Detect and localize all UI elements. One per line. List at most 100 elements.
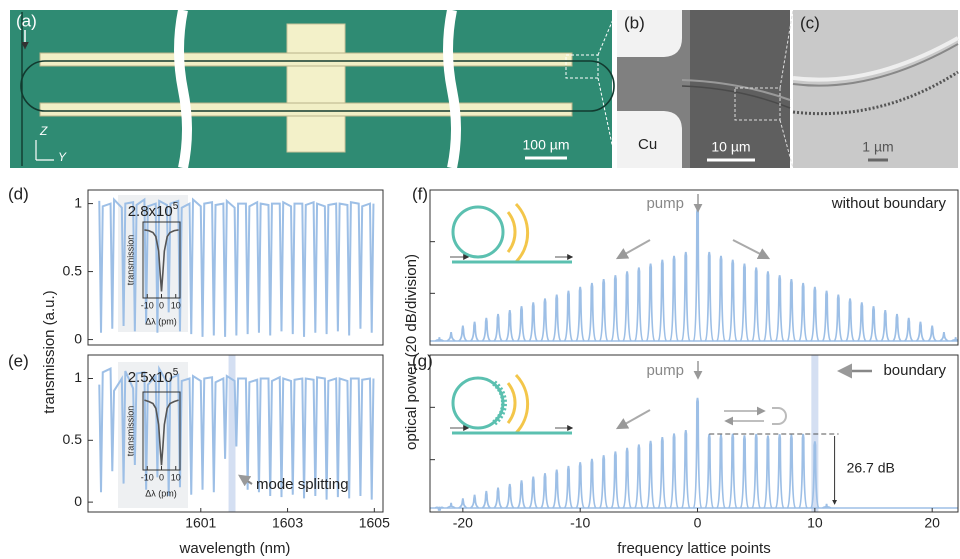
axes-frame <box>429 354 959 513</box>
image-a: Z Y 100 µm (a) <box>10 9 618 170</box>
comb-line <box>927 325 937 342</box>
x-tick-label: 0 <box>159 472 164 482</box>
comb-line <box>751 267 761 342</box>
comb-line <box>716 434 726 509</box>
x-tick-label: 10 <box>171 472 181 482</box>
comb-line <box>821 290 832 342</box>
comb-line <box>845 298 855 342</box>
comb-line <box>904 317 914 342</box>
x-tick-label: 1605 <box>359 515 390 531</box>
spectrum-line <box>144 229 179 292</box>
comb-line <box>739 263 750 342</box>
spectrum-line <box>144 399 179 466</box>
spectrum-line <box>98 364 375 500</box>
x-tick-label: 10 <box>807 515 823 531</box>
panel-label: (e) <box>8 351 29 370</box>
x-axis-label: frequency lattice points <box>617 540 770 557</box>
comb-line <box>786 434 797 509</box>
comb-line <box>727 433 738 509</box>
comb-line <box>692 207 703 342</box>
comb-line <box>798 433 808 509</box>
comb-line <box>704 433 715 509</box>
x-tick-label: -20 <box>453 515 473 531</box>
plot-area <box>98 355 375 512</box>
comb-line <box>598 455 609 509</box>
y-tick-label: 1 <box>74 194 82 210</box>
x-tick-label: 0 <box>159 300 164 310</box>
plot-area <box>430 355 958 512</box>
comb-line <box>551 294 562 342</box>
comb-line <box>727 259 738 342</box>
axes-frame <box>87 189 384 346</box>
comb-line <box>598 278 609 342</box>
panel-label: (a) <box>16 11 37 30</box>
y-tick-label: 1 <box>74 369 82 385</box>
comb-line <box>481 317 491 342</box>
comb-line <box>505 483 515 509</box>
material-label: Cu <box>638 136 657 153</box>
comb-line <box>657 259 668 342</box>
comb-line <box>798 282 808 342</box>
comb-line <box>634 444 644 509</box>
x-tick-label: -10 <box>141 300 154 310</box>
comb-line <box>751 433 761 509</box>
pump-label: pump <box>646 362 684 379</box>
x-tick-label: 1603 <box>272 515 303 531</box>
comb-line <box>446 502 456 509</box>
image-c: 1 µm (c) <box>792 10 959 168</box>
comb-line <box>774 275 785 342</box>
comb-line <box>645 440 656 509</box>
axis-y-label: Y <box>58 150 67 164</box>
comb-line <box>763 271 773 342</box>
comb-line <box>434 337 444 342</box>
ring-icon <box>450 202 574 264</box>
panel-label: (c) <box>800 13 820 32</box>
pump-label: pump <box>646 195 684 212</box>
inset-y-label: transmission <box>125 406 135 457</box>
comb-line <box>833 294 844 342</box>
comb-line <box>563 290 574 342</box>
comb-line <box>892 313 902 342</box>
x-tick-label: 1601 <box>185 515 216 531</box>
comb-line <box>822 503 832 509</box>
comb-line <box>469 321 480 342</box>
axes-frame <box>429 189 959 346</box>
plot-area <box>144 399 179 466</box>
panel-label: (b) <box>624 13 645 32</box>
x-tick-label: 0 <box>694 515 702 531</box>
comb-line <box>575 462 585 509</box>
y-tick-label: 0.5 <box>63 431 83 447</box>
y-tick-label: 0 <box>74 330 82 346</box>
comb-line <box>704 251 715 342</box>
comb-line <box>540 473 550 509</box>
inset-x-label: Δλ (pm) <box>145 316 177 326</box>
y-axis-label: transmission (a.u.) <box>41 290 58 413</box>
comb-line <box>434 506 444 511</box>
comb-line <box>669 433 679 509</box>
highlight-band <box>228 355 236 512</box>
plot-area <box>430 207 958 342</box>
panel-label: (d) <box>8 184 29 203</box>
panel-label: (f) <box>412 184 428 203</box>
comb-line <box>493 313 503 342</box>
spectrum-line <box>98 197 375 337</box>
comb-line <box>516 306 527 342</box>
comb-line <box>634 267 644 342</box>
comb-line <box>645 263 656 342</box>
comb-line <box>657 437 668 509</box>
comb-line <box>470 494 480 509</box>
comb-line <box>540 298 550 342</box>
comb-line <box>810 286 820 342</box>
comb-line <box>458 325 468 342</box>
annotation: boundary <box>883 362 946 379</box>
comb-line <box>575 286 585 342</box>
comb-line <box>552 469 562 509</box>
scale-label: 100 µm <box>523 137 570 153</box>
comb-line <box>716 255 726 342</box>
comb-line <box>587 458 597 509</box>
y-tick-label: 0.5 <box>63 262 83 278</box>
comb-line <box>528 476 538 509</box>
comb-line <box>505 309 515 342</box>
